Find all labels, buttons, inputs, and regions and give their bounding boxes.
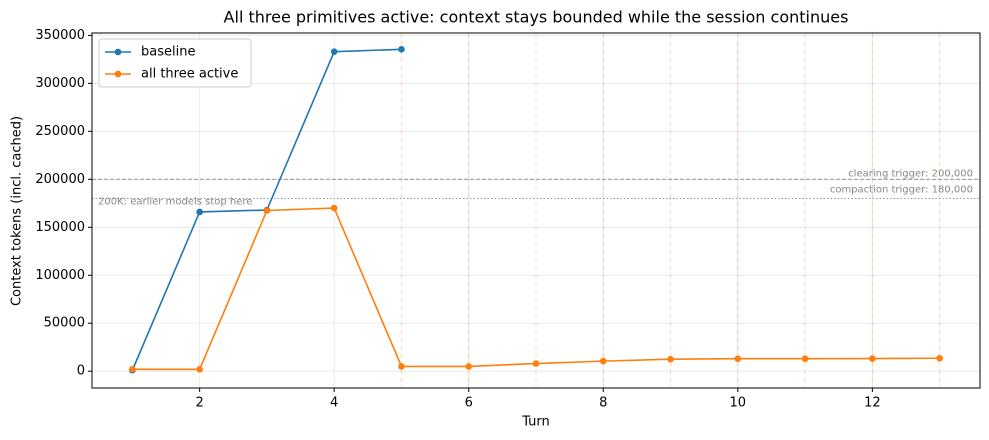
legend-box <box>98 38 252 88</box>
y-tick-label: 150000 <box>35 220 85 235</box>
chart-title: All three primitives active: context sta… <box>224 8 849 27</box>
y-tick-label: 0 <box>77 364 85 379</box>
data-point <box>196 208 203 216</box>
data-point <box>398 363 405 370</box>
threshold-label: compaction trigger: 180,000 <box>830 185 973 196</box>
data-point <box>465 363 473 370</box>
x-axis-label: Turn <box>521 415 550 430</box>
data-point <box>330 204 338 212</box>
x-tick-label: 6 <box>465 396 473 411</box>
legend-marker <box>114 70 122 78</box>
x-tick-label: 8 <box>599 396 607 411</box>
data-point <box>532 360 540 367</box>
legend-label: baseline <box>141 45 195 60</box>
threshold-label: clearing trigger: 200,000 <box>848 168 973 179</box>
legend-marker <box>114 48 122 56</box>
x-tick-label: 2 <box>195 396 203 411</box>
legend-label: all three active <box>141 67 238 82</box>
x-tick-label: 4 <box>330 396 338 411</box>
data-point <box>196 365 203 373</box>
x-tick-label: 12 <box>864 396 881 411</box>
y-tick-label: 250000 <box>35 124 85 139</box>
y-axis-label: Context tokens (incl. cached) <box>10 116 25 306</box>
plot-frame <box>91 32 981 389</box>
data-point <box>869 355 876 362</box>
annotation: 200K: earlier models stop here <box>98 197 252 208</box>
y-tick-label: 300000 <box>35 76 85 91</box>
data-point <box>263 207 271 214</box>
data-point <box>801 355 809 363</box>
data-point <box>599 357 607 365</box>
data-point <box>734 355 742 363</box>
data-point <box>936 354 943 362</box>
y-tick-label: 200000 <box>35 172 85 187</box>
data-point <box>330 48 338 56</box>
y-tick-label: 100000 <box>35 268 85 283</box>
x-tick-label: 10 <box>730 396 747 411</box>
y-tick-label: 50000 <box>44 316 85 331</box>
data-point <box>129 365 136 373</box>
data-point <box>667 355 674 363</box>
data-point <box>398 46 405 53</box>
y-tick-label: 350000 <box>35 28 85 43</box>
